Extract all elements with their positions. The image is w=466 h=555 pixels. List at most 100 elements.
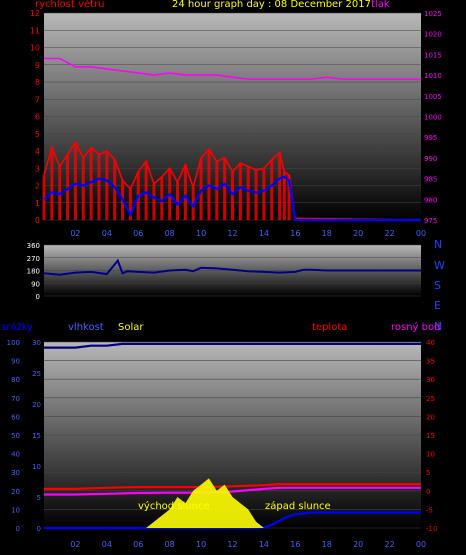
left-tick-label: 10 — [30, 44, 40, 53]
x-tick-label: 04 — [102, 540, 112, 549]
humidity-tick-label: 40 — [11, 451, 20, 459]
wind-line — [43, 175, 421, 222]
direction-tick-label: 180 — [27, 268, 40, 276]
x-tick-label: 14 — [259, 540, 269, 549]
temp-tick-label: 40 — [426, 339, 435, 347]
x-tick-label: 20 — [353, 540, 363, 549]
x-tick-label: 12 — [227, 229, 237, 238]
humidity-line — [44, 342, 421, 349]
sunset-annotation: západ slunce — [265, 501, 331, 512]
left-tick-label: 9 — [35, 61, 40, 70]
x-tick-label: 18 — [322, 540, 332, 549]
wind-speed-label: rychlost větru — [35, 0, 105, 10]
direction-line — [43, 258, 421, 276]
x-tick-label: 08 — [165, 540, 175, 549]
right-tick-label: 1015 — [424, 51, 442, 59]
temp-tick-label: -10 — [426, 525, 437, 533]
left-tick-label: 7 — [35, 95, 40, 104]
dew_point-line — [44, 486, 421, 496]
temp-tick-label: 25 — [426, 395, 435, 403]
x-tick-label: 18 — [322, 229, 332, 238]
rain-tick-label: 30 — [32, 339, 41, 347]
right-tick-label: 1005 — [424, 93, 442, 101]
humidity-tick-label: 50 — [11, 432, 20, 440]
temp-tick-label: 0 — [426, 488, 430, 496]
x-tick-label: 04 — [102, 229, 112, 238]
x-tick-label: 02 — [70, 229, 80, 238]
temp-tick-label: -5 — [426, 506, 433, 514]
x-tick-label: 22 — [384, 540, 394, 549]
right-tick-label: 980 — [424, 196, 437, 204]
direction-tick-label: 90 — [31, 280, 40, 288]
right-tick-label: 1000 — [424, 114, 442, 122]
left-tick-label: 5 — [35, 130, 40, 139]
temp-tick-label: 30 — [426, 376, 435, 384]
rain-label: srážky — [1, 322, 34, 333]
humidity-tick-label: 10 — [11, 506, 20, 514]
temp-tick-label: 10 — [426, 451, 435, 459]
x-tick-label: 02 — [70, 540, 80, 549]
x-tick-label: 00 — [416, 229, 426, 238]
temp-tick-label: 5 — [426, 469, 430, 477]
right-tick-label: 1010 — [424, 72, 442, 80]
right-tick-label: 995 — [424, 134, 437, 142]
humidity-tick-label: 90 — [11, 358, 20, 366]
humidity-tick-label: 70 — [11, 395, 20, 403]
right-tick-label: 1025 — [424, 10, 442, 18]
left-tick-label: 1 — [35, 199, 40, 208]
left-tick-label: 6 — [35, 113, 40, 122]
humidity-tick-label: 80 — [11, 376, 20, 384]
compass-label: E — [434, 299, 441, 312]
right-tick-label: 1020 — [424, 31, 442, 39]
left-tick-label: 4 — [35, 147, 40, 156]
pressure-line — [44, 57, 421, 80]
x-tick-label: 10 — [196, 229, 206, 238]
right-tick-label: 985 — [424, 176, 437, 184]
x-tick-label: 10 — [196, 540, 206, 549]
x-tick-label: 14 — [259, 229, 269, 238]
compass-label: N — [434, 320, 443, 333]
temperature-label: teplota — [312, 322, 348, 333]
rain-tick-label: 0 — [37, 525, 41, 533]
right-tick-label: 975 — [424, 217, 437, 225]
humidity-tick-label: 0 — [16, 525, 20, 533]
left-tick-label: 12 — [30, 9, 40, 18]
x-tick-label: 00 — [416, 540, 426, 549]
left-tick-label: 3 — [35, 164, 40, 173]
chart-title: 24 hour graph day : 08 December 2017 — [172, 0, 371, 10]
left-tick-label: 11 — [30, 26, 40, 35]
direction-tick-label: 270 — [27, 255, 40, 263]
direction-tick-label: 360 — [27, 242, 40, 250]
temp-tick-label: 20 — [426, 413, 435, 421]
x-tick-label: 16 — [290, 229, 300, 238]
solar-label: Solar — [118, 322, 144, 333]
temp-tick-label: 35 — [426, 358, 435, 366]
x-tick-label: 06 — [133, 229, 143, 238]
left-tick-label: 0 — [35, 216, 40, 225]
x-tick-label: 22 — [384, 229, 394, 238]
solar-area — [44, 478, 421, 528]
pressure-label: tlak — [371, 0, 390, 10]
temperature-line — [44, 483, 421, 490]
x-tick-label: 16 — [290, 540, 300, 549]
dew-point-label: rosný bod — [391, 322, 441, 333]
compass-label: N — [434, 238, 443, 251]
left-tick-label: 8 — [35, 78, 40, 87]
humidity-tick-label: 30 — [11, 469, 20, 477]
compass-label: S — [434, 279, 441, 292]
x-tick-label: 06 — [133, 540, 143, 549]
temp-tick-label: 15 — [426, 432, 435, 440]
x-tick-label: 08 — [165, 229, 175, 238]
compass-label: W — [434, 259, 445, 272]
rain-line — [44, 511, 421, 530]
rain-tick-label: 15 — [32, 432, 41, 440]
humidity-tick-label: 100 — [7, 339, 20, 347]
rain-tick-label: 20 — [32, 401, 41, 409]
rain-tick-label: 25 — [32, 370, 41, 378]
right-tick-label: 990 — [424, 155, 437, 163]
x-tick-label: 12 — [227, 540, 237, 549]
gust-line — [43, 140, 422, 221]
left-tick-label: 2 — [35, 182, 40, 191]
sunrise-annotation: východ slunce — [138, 501, 210, 512]
